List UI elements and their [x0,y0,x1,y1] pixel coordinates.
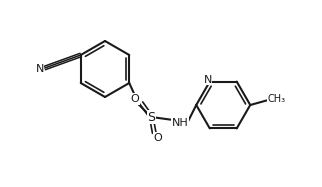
Text: N: N [204,75,212,85]
Text: O: O [154,133,163,143]
Text: N: N [35,64,44,74]
Text: CH₃: CH₃ [267,94,285,104]
Text: O: O [131,94,140,104]
Text: NH: NH [172,118,189,128]
Text: S: S [147,111,155,123]
